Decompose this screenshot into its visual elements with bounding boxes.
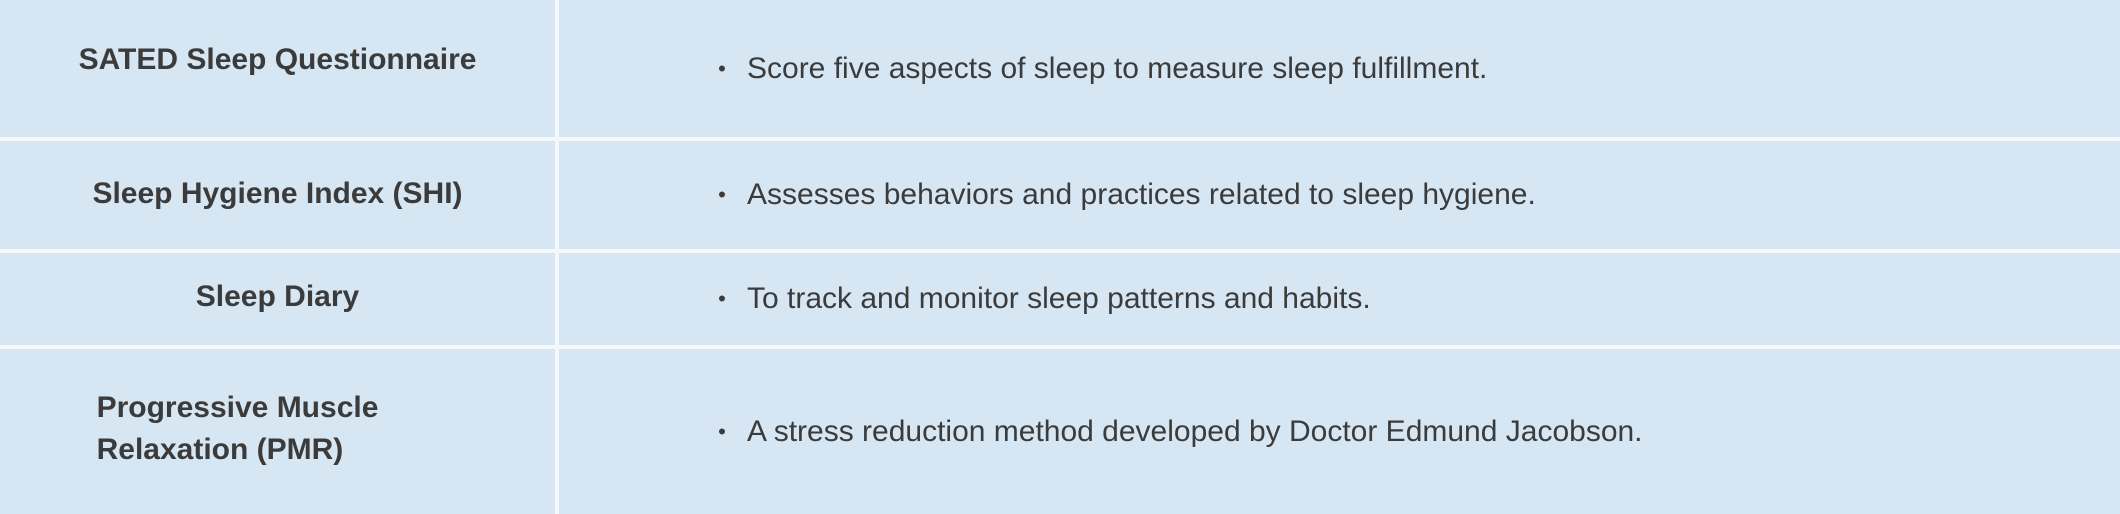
column-divider <box>555 0 559 137</box>
table-row-name-cell: Progressive Muscle Relaxation (PMR) <box>0 349 555 514</box>
row-divider <box>0 345 2120 349</box>
column-divider <box>555 253 559 345</box>
tool-name: Sleep Hygiene Index (SHI) <box>92 177 463 210</box>
table-row-name-cell: SATED Sleep Questionnaire <box>0 0 555 137</box>
table-row-name-cell: Sleep Diary <box>0 253 555 345</box>
table-row-name-cell: Sleep Hygiene Index (SHI) <box>0 141 555 249</box>
row-divider <box>0 249 2120 253</box>
column-divider <box>555 349 559 514</box>
bullet-icon: • <box>718 286 726 311</box>
tool-name: Progressive Muscle Relaxation (PMR) <box>97 387 379 471</box>
bullet-icon: • <box>718 55 726 81</box>
row-divider <box>0 137 2120 141</box>
bullet-icon: • <box>718 418 726 444</box>
tool-name: Sleep Diary <box>195 280 360 313</box>
table-row-description-cell: • Assesses behaviors and practices relat… <box>559 141 2120 249</box>
tool-description: A stress reduction method developed by D… <box>747 414 1643 448</box>
tool-name-line: Progressive Muscle <box>96 390 379 424</box>
tool-name-line: Relaxation (PMR) <box>96 432 344 466</box>
tool-description: Assesses behaviors and practices related… <box>747 178 1536 211</box>
table-row-description-cell: • A stress reduction method developed by… <box>559 349 2120 514</box>
table-row-description-cell: • Score five aspects of sleep to measure… <box>559 0 2120 137</box>
column-divider <box>555 141 559 249</box>
table-row-description-cell: • To track and monitor sleep patterns an… <box>559 253 2120 345</box>
tool-description: Score five aspects of sleep to measure s… <box>747 51 1488 85</box>
tool-description: To track and monitor sleep patterns and … <box>747 282 1371 315</box>
bullet-icon: • <box>718 182 726 207</box>
tool-name: SATED Sleep Questionnaire <box>78 42 477 76</box>
